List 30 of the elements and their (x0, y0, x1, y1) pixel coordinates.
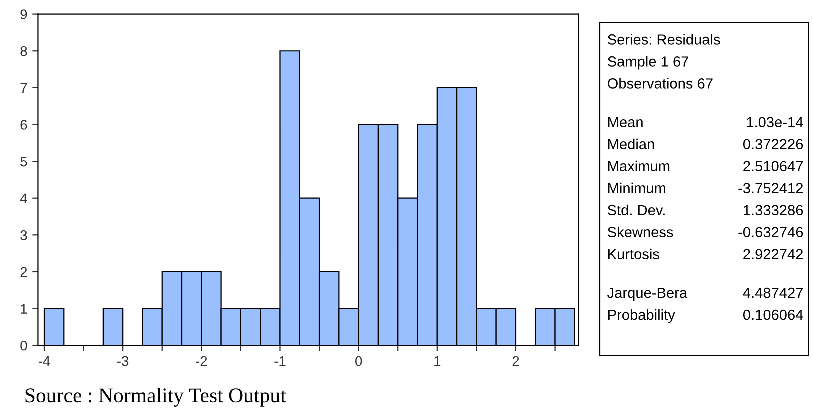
x-tick-label: 2 (512, 356, 520, 366)
text: Observations 67 (608, 78, 713, 89)
y-tick-label: 9 (20, 10, 28, 20)
y-tick-label: 1 (21, 304, 28, 314)
text: Maximum 2.510647 (608, 160, 803, 172)
x-tick-label: 0 (356, 356, 362, 366)
y-tick-label: 4 (20, 194, 28, 204)
y-tick-label: 0 (20, 340, 28, 351)
text: Mean 1.03e-14 (608, 117, 804, 128)
text: Probability 0.106064 (608, 309, 804, 324)
source-note: Source : Normality Test Output (26, 388, 286, 407)
x-tick-label: 1 (434, 356, 441, 366)
text: Minimum -3.752412 (608, 182, 803, 194)
text: Median 0.372226 (608, 138, 804, 150)
x-tick-label: -1 (274, 356, 286, 366)
y-tick-label: 6 (20, 120, 28, 130)
text: Series: Residuals (608, 34, 720, 45)
text: Std. Dev. 1.333286 (608, 204, 804, 216)
x-tick-label: -4 (38, 356, 50, 366)
text: Kurtosis 2.922742 (608, 248, 803, 260)
x-tick-label: -3 (118, 356, 129, 366)
y-tick-label: 8 (20, 46, 28, 56)
y-tick-label: 2 (20, 267, 28, 278)
y-tick-label: 3 (20, 230, 28, 240)
y-tick-label: 5 (20, 157, 28, 167)
text: Skewness -0.632746 (608, 226, 804, 238)
y-tick-label: 7 (20, 83, 28, 93)
text: Sample 1 67 (608, 56, 688, 70)
text: Jarque-Bera 4.487427 (608, 288, 803, 302)
x-tick-label: -2 (196, 356, 208, 366)
